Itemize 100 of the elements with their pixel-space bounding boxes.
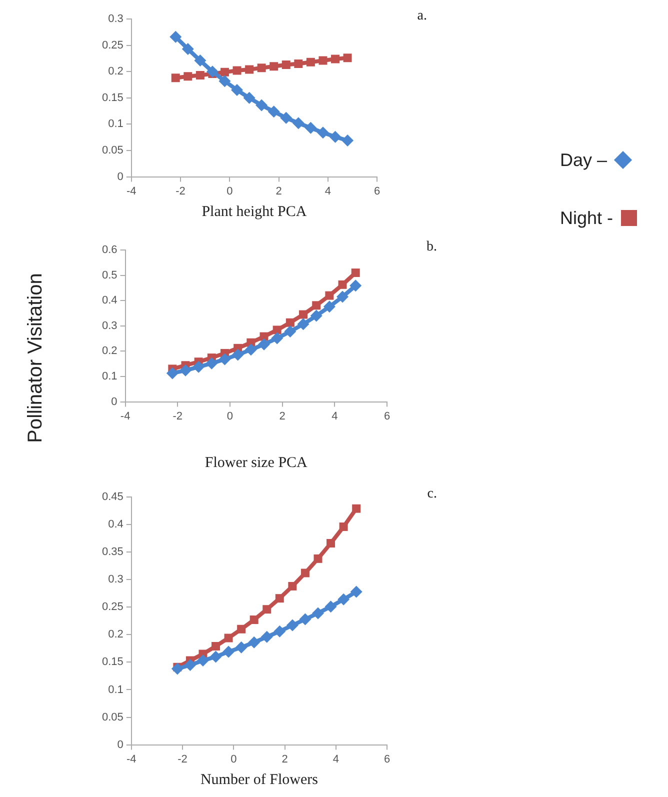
y-tick-label: 0.3 bbox=[102, 320, 118, 332]
point bbox=[299, 613, 312, 626]
y-tick-label: 0.15 bbox=[102, 92, 124, 104]
y-tick-label: 0.2 bbox=[108, 628, 124, 641]
point bbox=[206, 357, 218, 370]
point bbox=[338, 280, 347, 289]
point bbox=[250, 616, 258, 624]
x-tick-label: 0 bbox=[226, 185, 233, 198]
point bbox=[243, 92, 256, 104]
x-tick-label: -4 bbox=[126, 185, 136, 198]
point bbox=[170, 30, 182, 43]
x-tick-label: 6 bbox=[384, 410, 390, 422]
point bbox=[257, 64, 266, 72]
y-tick-label: 0.05 bbox=[102, 711, 124, 724]
y-tick-label: 0.25 bbox=[102, 601, 124, 614]
point bbox=[312, 607, 324, 620]
point bbox=[343, 54, 352, 62]
x-tick-label: 4 bbox=[324, 185, 331, 198]
y-tick-label: 0.45 bbox=[102, 491, 124, 504]
point bbox=[338, 593, 350, 606]
point bbox=[262, 605, 272, 614]
y-tick-label: 0.6 bbox=[102, 244, 118, 256]
x-tick-label: 0 bbox=[230, 753, 237, 766]
y-tick-label: 0.4 bbox=[102, 294, 118, 307]
point bbox=[306, 58, 315, 66]
x-tick-label: 2 bbox=[282, 753, 288, 766]
point bbox=[270, 62, 278, 71]
point bbox=[194, 54, 206, 67]
point bbox=[288, 582, 297, 590]
point bbox=[196, 654, 209, 667]
point bbox=[351, 268, 360, 278]
point bbox=[282, 60, 290, 70]
point bbox=[342, 134, 354, 147]
point bbox=[220, 68, 229, 76]
point bbox=[284, 325, 296, 338]
y-tick-label: 0.2 bbox=[108, 66, 124, 78]
point bbox=[171, 74, 180, 82]
point bbox=[350, 586, 362, 598]
point bbox=[260, 630, 273, 643]
y-tick-label: 0.1 bbox=[108, 684, 124, 696]
point bbox=[232, 348, 244, 361]
point bbox=[244, 344, 257, 356]
point bbox=[256, 99, 268, 112]
point bbox=[324, 600, 337, 613]
point bbox=[314, 554, 322, 563]
point bbox=[272, 326, 282, 334]
point bbox=[352, 504, 361, 513]
legend-label: Day – bbox=[560, 150, 608, 170]
x-tick-label: 4 bbox=[332, 753, 339, 766]
y-tick-label: 0.2 bbox=[102, 345, 118, 358]
legend-label: Night - bbox=[560, 208, 614, 228]
x-tick-label: 2 bbox=[279, 410, 286, 422]
y-tick-label: 0.3 bbox=[108, 13, 124, 26]
x-axis-title: Number of Flowers bbox=[200, 772, 318, 788]
point bbox=[316, 126, 329, 139]
y-tick-label: 0.15 bbox=[102, 656, 124, 668]
point bbox=[210, 650, 222, 663]
point bbox=[196, 71, 204, 80]
y-tick-label: 0 bbox=[117, 170, 124, 183]
point bbox=[248, 636, 260, 648]
y-axis-title: Pollinator Visitation bbox=[24, 273, 48, 443]
point bbox=[326, 539, 336, 548]
x-tick-label: -2 bbox=[176, 185, 186, 198]
text: b. bbox=[426, 240, 437, 255]
text: c. bbox=[427, 486, 437, 502]
x-axis-title: Plant height PCA bbox=[202, 204, 307, 220]
point bbox=[292, 117, 304, 130]
point bbox=[192, 360, 205, 373]
point bbox=[171, 662, 184, 675]
point bbox=[310, 310, 322, 322]
x-tick-label: -2 bbox=[172, 410, 183, 422]
point bbox=[235, 641, 248, 654]
point bbox=[166, 367, 178, 380]
point bbox=[339, 522, 348, 531]
point bbox=[212, 642, 220, 650]
point bbox=[245, 65, 254, 74]
point bbox=[312, 301, 321, 310]
point bbox=[275, 594, 284, 603]
y-tick-label: 0.1 bbox=[108, 118, 124, 130]
text: a. bbox=[417, 8, 427, 24]
x-tick-label: -4 bbox=[120, 410, 130, 422]
point bbox=[286, 619, 298, 632]
y-tick-label: 0.35 bbox=[102, 546, 124, 558]
y-tick-label: 0 bbox=[111, 396, 118, 408]
x-tick-label: 4 bbox=[332, 410, 338, 422]
y-tick-label: 0 bbox=[117, 738, 124, 751]
x-tick-label: 2 bbox=[276, 185, 282, 198]
x-tick-label: 0 bbox=[226, 410, 234, 422]
point bbox=[336, 290, 349, 303]
point bbox=[323, 300, 336, 313]
point bbox=[299, 310, 308, 319]
point bbox=[274, 625, 286, 638]
x-tick-label: 6 bbox=[384, 753, 390, 766]
point bbox=[218, 353, 231, 366]
y-tick-label: 0.25 bbox=[102, 39, 124, 52]
point bbox=[271, 332, 284, 344]
point bbox=[268, 106, 280, 118]
point bbox=[179, 364, 192, 376]
point bbox=[294, 59, 303, 68]
x-tick-label: -4 bbox=[126, 753, 136, 766]
